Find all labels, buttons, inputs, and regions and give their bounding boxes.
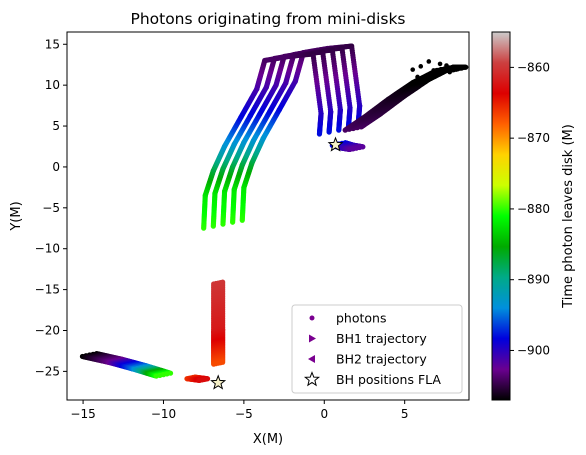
x-tick-label: −10 <box>151 407 176 421</box>
legend: photons BH1 trajectory BH2 trajectory BH po… <box>291 304 463 394</box>
x-tick-label: −5 <box>235 407 253 421</box>
photon-point <box>204 376 211 382</box>
colorbar-tick-label: −880 <box>517 202 550 216</box>
photon-point <box>220 359 226 365</box>
legend-triangle-right-icon <box>309 334 316 343</box>
plot-marks <box>79 43 469 390</box>
photon-point <box>410 67 416 72</box>
legend-star-icon <box>303 371 321 387</box>
photon-point <box>447 69 453 75</box>
photon-point <box>453 67 459 72</box>
photon-point <box>444 63 449 68</box>
legend-label: BH positions FLA <box>336 372 441 387</box>
photon-point <box>459 65 465 71</box>
legend-label: BH1 trajectory <box>336 331 427 346</box>
chart-title: Photons originating from mini-disks <box>130 10 405 28</box>
y-tick-label: 10 <box>45 78 60 92</box>
photon-point <box>326 129 332 135</box>
plot-frame <box>66 31 470 401</box>
photon-point <box>167 370 174 376</box>
photon-point <box>463 64 469 70</box>
photon-point <box>336 127 342 133</box>
photon-point <box>316 131 323 137</box>
bh-position-star <box>327 136 344 152</box>
legend-label: photons <box>336 311 387 326</box>
colorbar-tick-label: −860 <box>517 60 550 74</box>
legend-box <box>291 304 463 394</box>
x-tick-label: 0 <box>320 407 328 421</box>
y-tick-label: −5 <box>42 201 60 215</box>
photon-point <box>418 64 424 69</box>
colorbar-gradient <box>491 31 511 401</box>
y-tick-label: −25 <box>35 364 60 378</box>
x-tick-label: −15 <box>70 407 95 421</box>
y-tick-label: −10 <box>35 242 60 256</box>
x-tick-label: 5 <box>401 407 409 421</box>
legend-triangle-left-icon <box>308 355 315 363</box>
y-tick-label: 5 <box>52 119 60 133</box>
photon-point <box>415 74 420 80</box>
y-axis-label: Y(M) <box>9 201 24 231</box>
y-tick-label: −15 <box>35 283 60 297</box>
bh-position-star <box>210 374 227 390</box>
photon-point <box>423 79 428 85</box>
photon-point <box>426 59 432 64</box>
photon-point <box>431 68 436 73</box>
y-tick-label: 15 <box>45 37 60 51</box>
colorbar-tick-label: −900 <box>517 343 550 357</box>
y-tick-label: −20 <box>35 323 60 337</box>
axis-ticks: −15 −10 −5 0 5 15 10 5 0 −5 −10 −15 −20 −25 <box>35 37 409 421</box>
x-axis-label: X(M) <box>253 432 283 447</box>
colorbar-tick-label: −890 <box>517 273 550 287</box>
y-tick-label: 0 <box>52 160 60 174</box>
colorbar-tick-label: −870 <box>517 131 550 145</box>
legend-label: BH2 trajectory <box>336 352 427 367</box>
colorbar: −860 −870 −880 −890 −900 <box>491 31 550 401</box>
photon-point <box>360 144 366 150</box>
colorbar-label: Time photon leaves disk (M) <box>561 124 576 309</box>
photon-point <box>437 61 443 67</box>
legend-dot-icon <box>309 315 315 321</box>
